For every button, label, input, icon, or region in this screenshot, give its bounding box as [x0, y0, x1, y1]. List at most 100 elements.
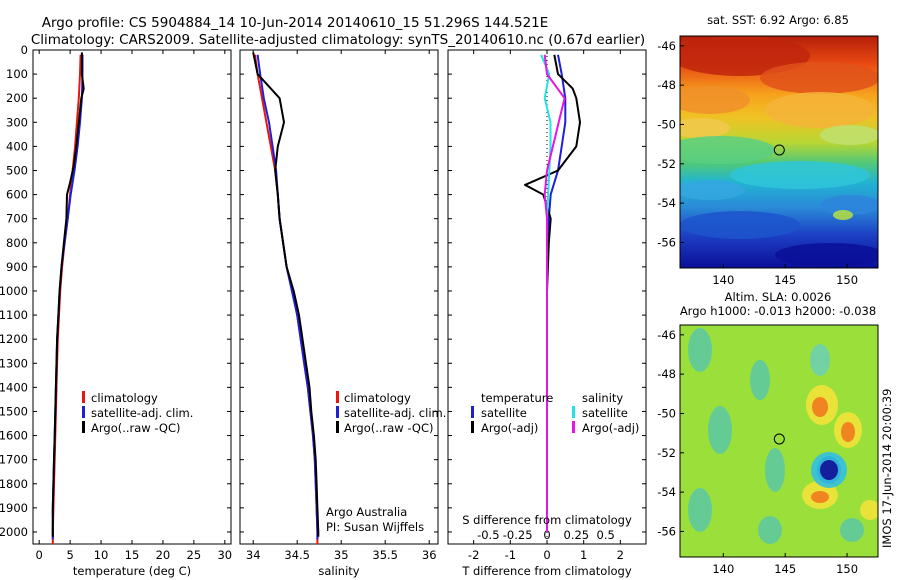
sla-patch: [840, 518, 864, 542]
sla-map-ticks: 140 145 150 -46 -48 -50 -52 -54 -56: [657, 328, 858, 576]
sla-patch: [811, 491, 829, 503]
sst-patch: [680, 118, 730, 138]
temperature-axes: [32, 49, 232, 545]
y-tick-label: 1800: [0, 477, 28, 491]
map-y-tick-label: -54: [657, 485, 676, 499]
salinity-note-institution: Argo Australia: [326, 505, 407, 519]
map-x-tick-label: 145: [774, 273, 796, 287]
sst-patch: [680, 36, 810, 76]
y-tick-label: 1500: [0, 404, 28, 418]
x-tick-label: 34.5: [284, 548, 310, 562]
sla-patch: [708, 406, 732, 454]
map-y-tick-label: -46: [657, 39, 676, 53]
legend-t-satellite: satellite: [481, 406, 527, 420]
legend-s-satellite: satellite: [582, 406, 628, 420]
sla-patch: [860, 500, 878, 520]
legend-t-argo: Argo(-adj): [481, 421, 538, 435]
sla-patch: [765, 448, 785, 492]
legend-swatch-t-satellite: [471, 406, 474, 418]
float-position-marker: [773, 433, 785, 445]
sst-patch: [820, 125, 878, 145]
sst-heatmap: [680, 36, 878, 268]
y-tick-label: 200: [6, 91, 28, 105]
sst-map-title: sat. SST: 6.92 Argo: 6.85: [707, 13, 849, 27]
sla-patch: [841, 422, 855, 442]
salinity-note-pi: PI: Susan Wijffels: [326, 520, 424, 534]
x-tick-label: -2: [468, 548, 479, 562]
salinity-legend-argo: Argo(..raw -QC): [344, 421, 434, 435]
sst-map-ticks: 140 145 150 -46 -48 -50 -52 -54 -56: [657, 39, 858, 287]
sla-patch: [812, 397, 828, 417]
map-y-tick-label: -46: [657, 328, 676, 342]
series-line-salinity-argo-adj-: [543, 54, 566, 532]
sla-patch: [820, 460, 838, 480]
salinity-legend-climatology: climatology: [344, 391, 411, 405]
y-tick-label: 600: [6, 188, 28, 202]
x-tick-label: 35: [334, 548, 349, 562]
map-x-tick-label: 140: [712, 562, 734, 576]
top-x-tick-label: 0.25: [564, 528, 590, 542]
salinity-legend-satellite: satellite-adj. clim.: [344, 406, 446, 420]
y-tick-label: 1700: [0, 453, 28, 467]
map-y-tick-label: -54: [657, 196, 676, 210]
x-tick-label: 15: [125, 548, 140, 562]
series-line-temperature-argo-adj-: [524, 54, 581, 532]
map-y-tick-label: -50: [657, 117, 676, 131]
y-tick-label: 1000: [0, 284, 28, 298]
legend-swatch-t-argo: [471, 421, 474, 433]
x-tick-label: 2: [617, 548, 624, 562]
sla-map-panel: Altim. SLA: 0.0026 Argo h1000: -0.013 h2…: [657, 290, 879, 576]
x-tick-label: 5: [66, 548, 73, 562]
sst-patch: [775, 243, 878, 267]
series-line-climatology: [254, 54, 319, 544]
sla-patch: [810, 344, 830, 376]
difference-series: [448, 49, 646, 533]
watermark: IMOS 17-Jun-2014 20:00:39: [880, 389, 894, 548]
x-tick-label: 30: [217, 548, 232, 562]
sst-patch: [760, 62, 878, 94]
map-y-tick-label: -50: [657, 406, 676, 420]
series-line-argo-raw-qc-: [252, 52, 320, 537]
header-subtitle: Climatology: CARS2009. Satellite-adjuste…: [31, 32, 645, 48]
y-tick-label: 100: [6, 67, 28, 81]
x-tick-label: 35.5: [372, 548, 398, 562]
map-x-tick-label: 145: [774, 562, 796, 576]
y-tick-label: 500: [6, 163, 28, 177]
top-x-tick-label: -0.25: [503, 528, 533, 542]
y-tick-label: 1400: [0, 380, 28, 394]
map-y-tick-label: -52: [657, 446, 676, 460]
sst-patch: [680, 136, 775, 164]
salinity-xticks: 34 34.5 35 35.5 36: [246, 50, 437, 562]
map-y-tick-label: -48: [657, 78, 676, 92]
sst-patch: [680, 211, 800, 239]
y-tick-label: 400: [6, 139, 28, 153]
temperature-legend-climatology: climatology: [91, 391, 158, 405]
salinity-panel: 34 34.5 35 35.5 36 salinity climatology sate…: [239, 49, 446, 578]
sst-patch: [680, 86, 750, 114]
salinity-series: [240, 49, 438, 544]
y-tick-label: 0: [21, 43, 28, 57]
legend-salinity-title: salinity: [582, 391, 623, 405]
salinity-axes: [239, 49, 439, 545]
pressure-ticks: 0 100 200 300 400 500 600 700 800 900 1000 1100 1200…: [0, 43, 231, 539]
sla-patch: [688, 488, 712, 532]
sst-patch: [833, 210, 853, 220]
sla-heatmap: [680, 325, 878, 557]
series-line-salinity-satellite: [540, 54, 552, 532]
difference-legend: temperature satellite Argo(-adj) salinit…: [471, 391, 639, 435]
legend-temperature-title: temperature: [481, 391, 553, 405]
temperature-legend-argo: Argo(..raw -QC): [91, 421, 181, 435]
map-x-tick-label: 140: [712, 273, 734, 287]
sla-patch: [758, 516, 782, 544]
map-y-tick-label: -48: [657, 367, 676, 381]
header-title: Argo profile: CS 5904884_14 10-Jun-2014 …: [42, 15, 549, 31]
temperature-panel: 0100200300400500600700800900100011001200…: [0, 43, 232, 578]
x-tick-label: -1: [505, 548, 516, 562]
y-tick-label: 1900: [0, 501, 28, 515]
x-tick-label: 10: [94, 548, 109, 562]
sst-patch: [820, 195, 878, 215]
y-tick-label: 1200: [0, 332, 28, 346]
sst-map-axes: [679, 35, 879, 269]
salinity-difference-ticks: -0.5 -0.25 0 0.25 0.5: [477, 528, 615, 542]
